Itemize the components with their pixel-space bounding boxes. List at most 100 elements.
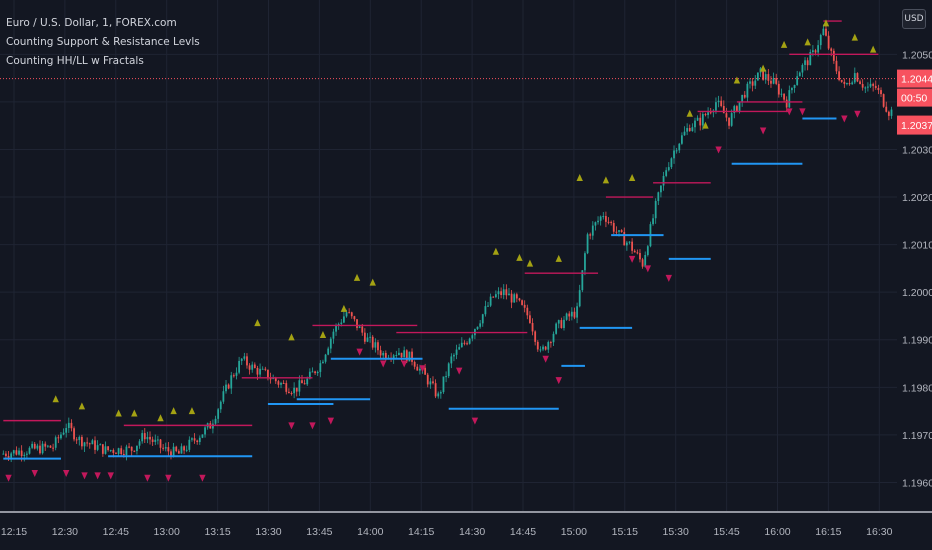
candle <box>133 450 136 453</box>
time-tick-label: 14:00 <box>357 526 383 538</box>
candle-body <box>159 439 162 448</box>
time-tick-label: 12:15 <box>1 526 27 538</box>
candle-body <box>825 28 827 36</box>
candle <box>801 63 804 78</box>
candle <box>222 385 225 404</box>
candle-body <box>646 246 649 255</box>
fractal-high-marker <box>188 407 196 415</box>
candle-body <box>101 444 104 454</box>
candle-body <box>246 356 248 366</box>
candle <box>366 333 369 343</box>
candle-body <box>78 436 81 441</box>
candle-body <box>796 76 799 85</box>
candle <box>447 362 450 379</box>
candle-body <box>725 113 728 118</box>
candle <box>322 359 324 364</box>
candle <box>285 380 288 395</box>
candle-body <box>219 401 222 410</box>
candle-body <box>762 68 765 80</box>
candle <box>429 378 432 389</box>
candle-body <box>240 358 243 361</box>
candle-body <box>319 363 322 372</box>
candle <box>369 332 372 343</box>
candle-body <box>128 446 130 448</box>
candle-body <box>505 289 508 296</box>
time-tick-label: 14:45 <box>510 526 536 538</box>
candle-body <box>408 351 411 362</box>
candle <box>246 353 248 369</box>
candle <box>442 376 445 394</box>
candle-body <box>730 113 733 126</box>
candle-body <box>869 83 872 87</box>
candle-body <box>811 50 814 53</box>
candle-body <box>660 185 662 193</box>
candle <box>120 445 123 457</box>
candle-body <box>41 443 44 454</box>
candle-body <box>882 94 885 107</box>
candle <box>599 215 602 226</box>
candle <box>777 80 780 98</box>
indicator-support-resistance[interactable]: Counting Support & Resistance Levls <box>6 36 200 48</box>
time-tick-label: 12:30 <box>52 526 78 538</box>
candle <box>589 232 592 240</box>
candle <box>455 344 458 360</box>
candle-body <box>704 114 707 116</box>
candle <box>371 335 374 350</box>
candle <box>707 107 709 119</box>
fractal-high-marker <box>170 407 177 415</box>
candle <box>508 288 510 296</box>
fractal-low-marker <box>628 255 636 263</box>
candle-body <box>788 90 791 108</box>
candle <box>337 322 340 330</box>
candle-body <box>508 293 510 296</box>
candle-body <box>70 422 73 429</box>
fractal-high-marker <box>369 278 376 286</box>
candle-body <box>238 360 241 373</box>
candle <box>804 57 806 71</box>
fractal-low-marker <box>5 474 12 482</box>
candle-body <box>109 450 112 452</box>
candle-body <box>392 355 395 359</box>
candle-body <box>395 355 398 357</box>
time-tick-label: 14:15 <box>408 526 434 538</box>
fractal-low-marker <box>107 472 114 480</box>
candle-body <box>248 365 251 370</box>
candle-body <box>261 368 264 370</box>
candle-body <box>120 448 123 455</box>
candle <box>484 300 487 317</box>
fractal-low-marker <box>841 115 848 123</box>
candle-body <box>715 102 717 111</box>
candle <box>568 311 571 322</box>
candle-body <box>256 367 259 375</box>
candle-body <box>741 94 744 102</box>
candle <box>60 431 62 440</box>
price-tags: 1.20449 00:50 1.20377 <box>897 69 932 135</box>
candle <box>136 445 138 455</box>
time-tick-label: 15:45 <box>713 526 739 538</box>
candle <box>267 369 269 381</box>
candle-body <box>479 323 482 327</box>
indicator-hh-ll-fractals[interactable]: Counting HH/LL w Fractals <box>6 55 144 67</box>
candle <box>439 390 442 399</box>
time-tick-label: 16:00 <box>764 526 790 538</box>
candle-body <box>65 427 68 433</box>
candle-body <box>308 371 311 379</box>
candle-body <box>560 320 563 329</box>
currency-button[interactable]: USD <box>902 9 926 29</box>
fractal-highs <box>52 19 877 422</box>
candle <box>154 434 157 446</box>
candle <box>104 441 107 455</box>
candle-body <box>728 117 730 126</box>
fractal-high-marker <box>319 330 327 338</box>
candle <box>41 441 44 455</box>
candle-body <box>662 175 665 186</box>
candle-body <box>10 453 13 458</box>
candle-body <box>756 72 759 81</box>
fractal-low-marker <box>199 474 206 482</box>
symbol-title[interactable]: Euro / U.S. Dollar, 1, FOREX.com <box>6 17 177 29</box>
candle-body <box>791 88 793 91</box>
candle <box>783 93 785 103</box>
candle-body <box>518 298 521 301</box>
